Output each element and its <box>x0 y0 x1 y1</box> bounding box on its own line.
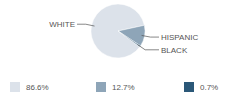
svg-text:0.7%: 0.7% <box>200 83 218 92</box>
svg-text:BLACK: BLACK <box>161 46 188 55</box>
svg-text:HISPANIC: HISPANIC <box>161 33 198 42</box>
svg-text:86.6%: 86.6% <box>26 83 49 92</box>
svg-text:WHITE: WHITE <box>49 20 75 29</box>
svg-text:12.7%: 12.7% <box>112 83 135 92</box>
